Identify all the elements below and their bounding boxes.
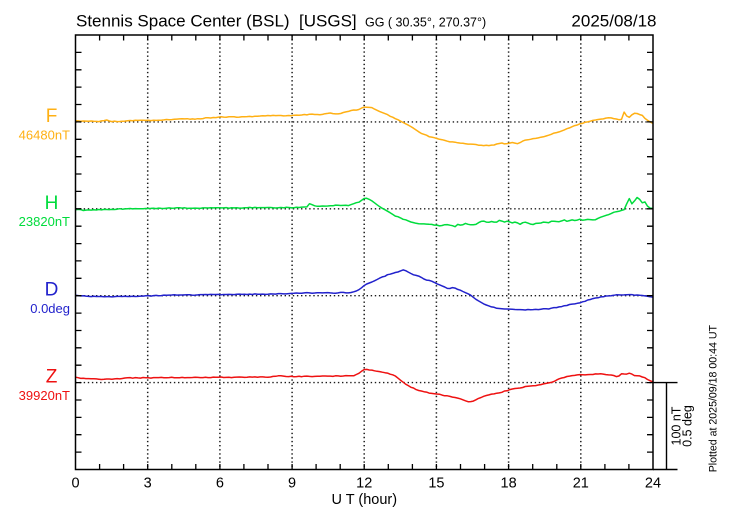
svg-text:23820nT: 23820nT	[19, 214, 70, 229]
svg-text:9: 9	[288, 476, 296, 492]
svg-text:21: 21	[573, 476, 589, 492]
svg-text:39920nT: 39920nT	[19, 388, 70, 403]
svg-text:Plotted at 2025/09/18 00:44 UT: Plotted at 2025/09/18 00:44 UT	[708, 325, 720, 473]
svg-text:D: D	[45, 280, 59, 301]
svg-text:3: 3	[144, 476, 152, 492]
svg-text:GG ( 30.35°, 270.37°): GG ( 30.35°, 270.37°)	[365, 16, 486, 30]
svg-text:100 nT: 100 nT	[670, 406, 684, 445]
svg-text:24: 24	[645, 476, 661, 492]
svg-text:12: 12	[356, 476, 372, 492]
svg-text:H: H	[45, 193, 59, 214]
svg-text:15: 15	[428, 476, 444, 492]
svg-text:Stennis Space Center (BSL) [U: Stennis Space Center (BSL) [USGS]	[76, 12, 357, 31]
svg-text:F: F	[46, 106, 58, 127]
svg-text:18: 18	[501, 476, 517, 492]
svg-text:6: 6	[216, 476, 224, 492]
svg-text:0.0deg: 0.0deg	[30, 301, 70, 316]
svg-text:Z: Z	[46, 367, 58, 388]
svg-text:2025/08/18: 2025/08/18	[571, 12, 656, 31]
svg-text:U T (hour): U T (hour)	[332, 492, 398, 508]
svg-text:46480nT: 46480nT	[19, 127, 70, 142]
svg-text:0.5 deg: 0.5 deg	[681, 405, 695, 447]
svg-text:0: 0	[71, 476, 79, 492]
